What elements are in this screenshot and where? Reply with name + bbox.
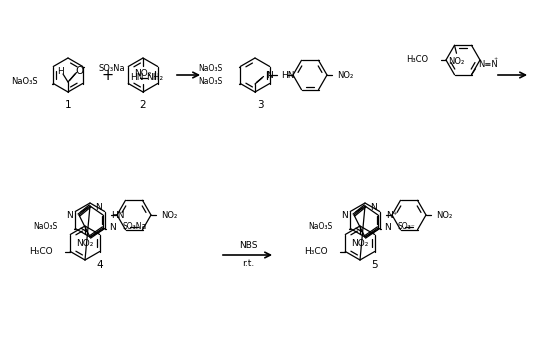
Text: HN: HN: [111, 211, 125, 219]
Text: NaO₃S: NaO₃S: [308, 222, 332, 231]
Text: N: N: [95, 204, 102, 212]
Text: NH₂: NH₂: [146, 74, 163, 82]
Text: NaO₃S: NaO₃S: [11, 77, 37, 86]
Text: N: N: [370, 204, 377, 212]
Text: ⁺: ⁺: [494, 56, 497, 65]
Text: NO₂: NO₂: [134, 69, 152, 79]
Text: NO₂: NO₂: [436, 211, 452, 219]
Text: NO₂: NO₂: [161, 211, 177, 219]
Text: NBS: NBS: [239, 240, 257, 250]
Text: N: N: [341, 211, 348, 219]
Text: SO₃Na: SO₃Na: [123, 222, 147, 231]
Text: N≡N: N≡N: [479, 60, 498, 69]
Text: r.t.: r.t.: [242, 258, 254, 268]
Text: N⁺: N⁺: [386, 211, 398, 219]
Text: 3: 3: [257, 100, 263, 110]
Text: 5: 5: [372, 260, 378, 270]
Text: N: N: [266, 70, 273, 80]
Text: 1: 1: [65, 100, 71, 110]
Text: SO₃⁻: SO₃⁻: [398, 222, 416, 231]
Text: HN: HN: [130, 74, 143, 82]
Text: +: +: [102, 68, 114, 82]
Text: H₃CO: H₃CO: [29, 247, 52, 256]
Text: SO₃Na: SO₃Na: [99, 64, 125, 73]
Text: NO₂: NO₂: [448, 57, 465, 66]
Text: 2: 2: [140, 100, 146, 110]
Text: N: N: [66, 211, 73, 219]
Text: H₃CO: H₃CO: [304, 247, 327, 256]
Text: H₃CO: H₃CO: [406, 56, 428, 64]
Text: NaO₃S: NaO₃S: [198, 64, 222, 73]
Text: 4: 4: [97, 260, 103, 270]
Text: N: N: [384, 223, 391, 233]
Text: NaO₃S: NaO₃S: [198, 77, 222, 86]
Text: O: O: [76, 66, 84, 76]
Text: N: N: [109, 223, 116, 233]
Text: HN: HN: [281, 70, 295, 80]
Text: NO₂: NO₂: [351, 239, 369, 247]
Text: NO₂: NO₂: [76, 239, 94, 247]
Text: NaO₃S: NaO₃S: [33, 222, 57, 231]
Text: NO₂: NO₂: [337, 70, 353, 80]
Text: H: H: [57, 68, 63, 76]
